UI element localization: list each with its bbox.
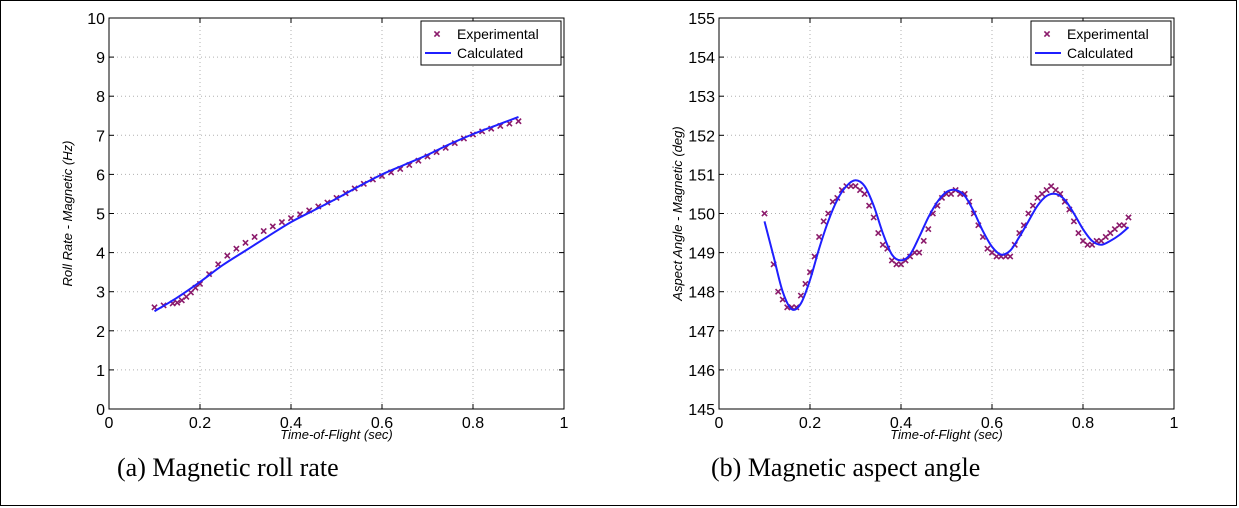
- panel-aspect-angle: 0 0.2 0.4 0.6 0.8 1 145 146 147 148 149 150 151 152 15…: [611, 1, 1221, 507]
- data-point: [961, 190, 968, 198]
- data-point: [865, 202, 873, 209]
- y-axis-label: Aspect Angle - Magnetic (deg): [670, 126, 685, 301]
- data-point: [925, 225, 932, 233]
- y-tick-label: 1: [96, 363, 105, 380]
- data-point: [278, 218, 286, 226]
- data-point: [797, 292, 805, 299]
- series-line: [153, 115, 519, 313]
- data-point: [242, 239, 249, 246]
- x-axis-label: Time-of-Flight (sec): [890, 427, 1003, 442]
- series-calculated: [763, 179, 1130, 311]
- x-tick-label: 0.4: [280, 415, 302, 432]
- data-point: [761, 210, 768, 217]
- data-point: [1120, 222, 1128, 229]
- x-tick-label: 0: [715, 415, 724, 432]
- data-point: [870, 214, 877, 221]
- y-tick-label: 146: [688, 363, 715, 380]
- x-tick-label: 1: [1170, 415, 1179, 432]
- legend-box: [420, 20, 562, 66]
- x-tick-label: 0.8: [1072, 415, 1094, 432]
- plot-area: [719, 18, 1174, 409]
- roll-rate-chart: 0 0.2 0.4 0.6 0.8 1012345678910Time-of-Flight…: [60, 11, 569, 442]
- data-point: [774, 288, 782, 295]
- y-tick-label: 7: [96, 128, 105, 145]
- data-point: [875, 229, 882, 237]
- y-tick-label: 150: [688, 207, 715, 224]
- legend-marker: [1043, 30, 1051, 38]
- data-point: [233, 245, 240, 252]
- legend-label: Experimental: [457, 26, 539, 42]
- y-tick-label: 154: [688, 50, 715, 67]
- caption-roll-rate: (a) Magnetic roll rate: [117, 453, 339, 482]
- data-point: [1070, 218, 1078, 225]
- data-point: [224, 252, 231, 259]
- legend-label: Experimental: [1067, 26, 1149, 42]
- y-tick-label: 2: [96, 324, 105, 341]
- caption-aspect-angle: (b) Magnetic aspect angle: [711, 453, 981, 482]
- data-point: [1075, 229, 1082, 237]
- x-tick-label: 0.2: [799, 415, 821, 432]
- y-tick-label: 10: [87, 11, 105, 28]
- series-line: [763, 179, 1130, 311]
- data-point: [820, 218, 827, 225]
- data-point: [1025, 210, 1032, 217]
- legend: Experimental Calculated: [420, 20, 562, 66]
- x-axis-label: Time-of-Flight (sec): [280, 427, 393, 442]
- y-tick-label: 4: [96, 246, 105, 263]
- legend-marker: [433, 30, 441, 38]
- x-tick-label: 0.8: [462, 415, 484, 432]
- data-point: [260, 227, 267, 235]
- series-calculated: [153, 115, 519, 313]
- y-tick-label: 153: [688, 89, 715, 106]
- x-tick-label: 0.2: [189, 415, 211, 432]
- legend-label: Calculated: [1067, 45, 1133, 61]
- y-tick-label: 155: [688, 11, 715, 28]
- legend-box: [1030, 20, 1172, 66]
- y-tick-label: 151: [688, 167, 715, 184]
- y-tick-label: 9: [96, 50, 105, 67]
- x-tick-label: 1: [560, 415, 569, 432]
- y-tick-label: 147: [688, 324, 715, 341]
- y-tick-label: 5: [96, 207, 105, 224]
- data-point: [1125, 214, 1132, 221]
- data-point: [269, 223, 276, 230]
- y-axis-label: Roll Rate - Magnetic (Hz): [60, 141, 75, 287]
- data-point: [183, 293, 190, 300]
- x-tick-label: 0.6: [981, 415, 1003, 432]
- x-tick-label: 0.4: [890, 415, 912, 432]
- y-tick-label: 149: [688, 246, 715, 263]
- legend-label: Calculated: [457, 45, 523, 61]
- y-tick-label: 3: [96, 285, 105, 302]
- data-point: [287, 215, 295, 222]
- x-tick-label: 0.6: [371, 415, 393, 432]
- legend: Experimental Calculated: [1030, 20, 1172, 66]
- data-point: [815, 233, 823, 241]
- plot-area: [109, 18, 564, 409]
- data-point: [1007, 253, 1014, 260]
- data-point: [1029, 202, 1037, 209]
- data-point: [920, 237, 927, 245]
- panel-roll-rate: 0 0.2 0.4 0.6 0.8 1 0 1 2 3 4 5 6 7 8 9 10 Time-of-Flight…: [1, 1, 611, 507]
- data-point: [515, 118, 522, 125]
- y-tick-label: 145: [688, 402, 715, 419]
- data-point: [916, 249, 923, 256]
- data-point: [861, 190, 868, 198]
- y-tick-label: 152: [688, 128, 715, 145]
- y-tick-label: 8: [96, 89, 105, 106]
- y-tick-label: 148: [688, 285, 715, 302]
- y-tick-label: 6: [96, 167, 105, 184]
- y-tick-label: 0: [96, 402, 105, 419]
- data-point: [251, 233, 258, 241]
- x-tick-label: 0: [105, 415, 114, 432]
- aspect-angle-chart: 0 0.2 0.4 0.6 0.8 1 145 146 147 148 149 150 151 152 15…: [670, 11, 1179, 442]
- data-point: [174, 299, 181, 306]
